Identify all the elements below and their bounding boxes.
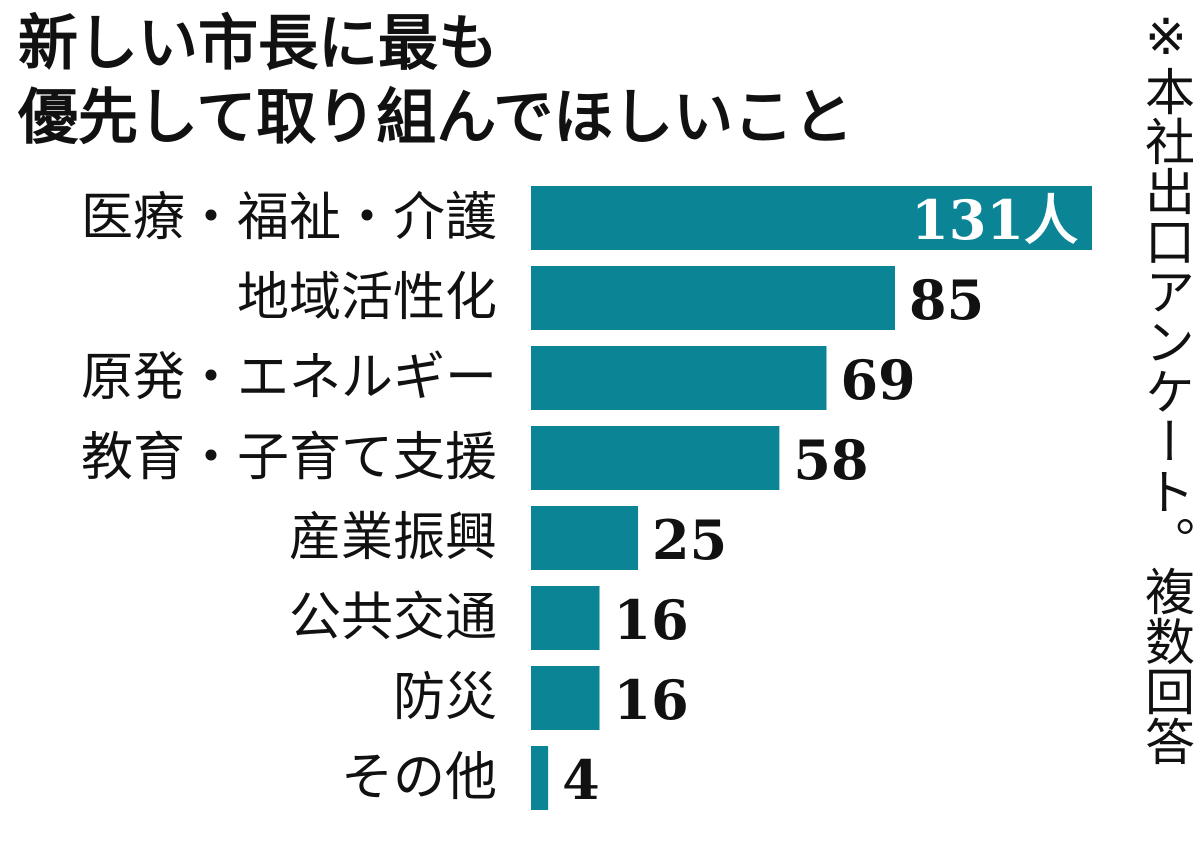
value-label: 131人 (911, 188, 1078, 252)
value-label: 69 (840, 348, 915, 412)
value-label: 58 (793, 428, 868, 492)
category-label: 原発・エネルギー (81, 348, 497, 408)
chart-title-line-1: 新しい市長に最も (18, 9, 498, 79)
bar (531, 746, 549, 810)
bar (531, 506, 639, 570)
survey-note: ※本社出口アンケート。複数回答 (1137, 8, 1195, 766)
value-label: 16 (614, 668, 689, 732)
bar (531, 346, 827, 410)
category-label: 産業振興 (289, 508, 497, 568)
value-label: 16 (614, 588, 689, 652)
value-label: 25 (652, 508, 727, 572)
chart-title-line-2: 優先して取り組んでほしいこと (18, 83, 854, 153)
bar (531, 266, 896, 330)
category-label: 防災 (393, 668, 497, 728)
bar (531, 186, 1092, 250)
category-label: 地域活性化 (237, 268, 497, 328)
value-label: 4 (562, 748, 600, 812)
category-label: 教育・子育て支援 (81, 428, 497, 488)
value-label: 85 (909, 268, 984, 332)
bar (531, 666, 600, 730)
category-label: 医療・福祉・介護 (81, 188, 497, 248)
category-label: その他 (341, 748, 497, 808)
bar (531, 426, 780, 490)
category-label: 公共交通 (289, 588, 497, 648)
bar (531, 586, 600, 650)
